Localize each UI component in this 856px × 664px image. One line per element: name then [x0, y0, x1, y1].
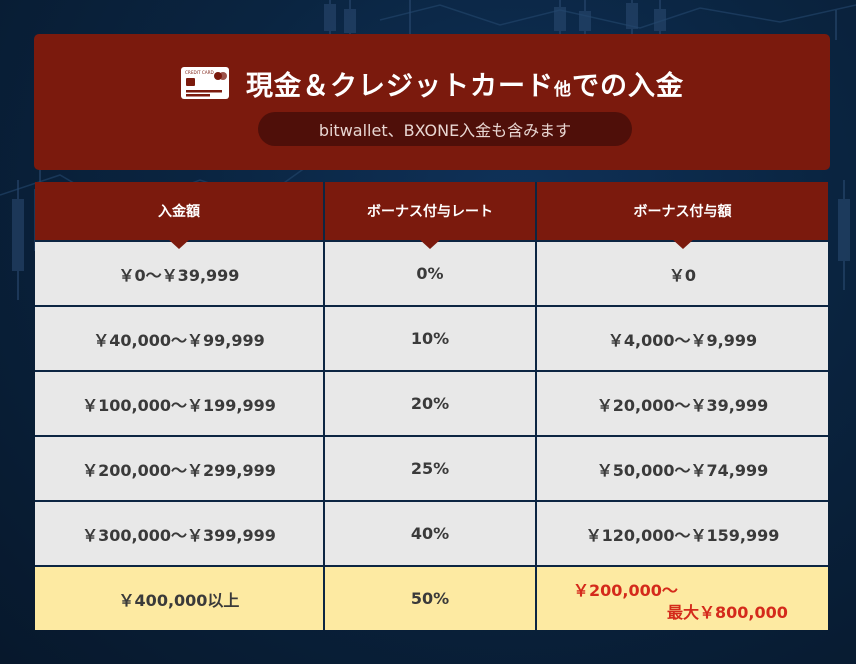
bonus-rate-cell: 25% — [323, 435, 537, 502]
bonus-amount-cell: ￥50,000～￥74,999 — [535, 435, 828, 502]
header-bonus-rate: ボーナス付与レート — [323, 182, 537, 249]
banner-subtitle: bitwallet、BXONE入金も含みます — [258, 112, 632, 146]
table-row-highlight: ￥400,000以上 50% ￥200,000～ 最大￥800,000 — [35, 565, 828, 630]
bonus-rate-cell: 50% — [323, 565, 537, 630]
bonus-rate-cell: 20% — [323, 370, 537, 437]
max-bonus-text: ￥200,000～ 最大￥800,000 — [537, 567, 828, 630]
deposit-method-banner: CREDIT CARD 現金＆クレジットカード他での入金 bitwallet、B… — [34, 34, 830, 170]
header-bonus-amount: ボーナス付与額 — [535, 182, 828, 249]
bonus-rate-cell: 40% — [323, 500, 537, 567]
bonus-rate-cell: 0% — [323, 240, 537, 307]
bonus-max-text: 最大￥800,000 — [667, 603, 788, 622]
bonus-amount-cell: ￥4,000～￥9,999 — [535, 305, 828, 372]
deposit-amount-cell: ￥400,000以上 — [35, 565, 325, 630]
table-row: ￥300,000～￥399,999 40% ￥120,000～￥159,999 — [35, 500, 828, 567]
deposit-amount-cell: ￥200,000～￥299,999 — [35, 435, 325, 502]
credit-card-icon: CREDIT CARD — [181, 67, 229, 99]
deposit-amount-cell: ￥100,000～￥199,999 — [35, 370, 325, 437]
header-deposit-amount: 入金額 — [35, 182, 325, 249]
deposit-amount-cell: ￥40,000～￥99,999 — [35, 305, 325, 372]
bonus-rate-table: 入金額 ボーナス付与レート ボーナス付与額 ￥0～￥39,999 0% ￥0 ￥… — [35, 182, 828, 630]
table-row: ￥40,000～￥99,999 10% ￥4,000～￥9,999 — [35, 305, 828, 372]
bonus-min-text: ￥200,000～ — [573, 581, 678, 600]
table-header-row: 入金額 ボーナス付与レート ボーナス付与額 — [35, 182, 828, 249]
bonus-amount-cell: ￥0 — [535, 240, 828, 307]
table-row: ￥200,000～￥299,999 25% ￥50,000～￥74,999 — [35, 435, 828, 502]
bonus-amount-cell: ￥20,000～￥39,999 — [535, 370, 828, 437]
deposit-amount-cell: ￥300,000～￥399,999 — [35, 500, 325, 567]
deposit-amount-cell: ￥0～￥39,999 — [35, 240, 325, 307]
bonus-rate-cell: 10% — [323, 305, 537, 372]
bonus-amount-cell: ￥200,000～ 最大￥800,000 — [535, 565, 828, 630]
banner-title: 現金＆クレジットカード他での入金 — [246, 70, 684, 102]
banner-title-row: CREDIT CARD 現金＆クレジットカード他での入金 — [34, 61, 830, 105]
table-row: ￥100,000～￥199,999 20% ￥20,000～￥39,999 — [35, 370, 828, 437]
svg-text:CREDIT CARD: CREDIT CARD — [185, 70, 214, 75]
table-row: ￥0～￥39,999 0% ￥0 — [35, 240, 828, 307]
bonus-amount-cell: ￥120,000～￥159,999 — [535, 500, 828, 567]
